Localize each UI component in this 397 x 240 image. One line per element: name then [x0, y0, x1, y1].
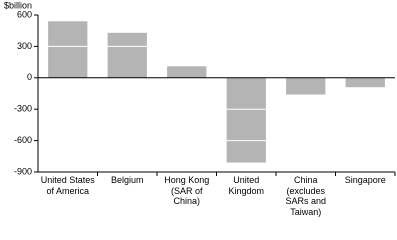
x-tick-label: Singapore	[344, 175, 386, 185]
bar	[345, 77, 385, 88]
bar	[167, 66, 207, 78]
x-tick-label: Belgium	[110, 175, 144, 185]
bar	[107, 32, 147, 78]
x-tick-label: Hong Kong (SAR of China)	[164, 175, 210, 206]
bar	[48, 21, 88, 78]
y-tick-label: -600	[14, 135, 32, 145]
x-tick-label: United Kingdom	[228, 175, 265, 196]
y-tick-label: -900	[14, 166, 32, 176]
y-axis-label: $billion	[4, 0, 32, 10]
x-tick-label: China (excludes SARs and Taiwan)	[285, 175, 327, 217]
chart-container: $billion 600 300 0 -300 -600 -900 United Stat…	[4, 0, 396, 217]
chart: $billion 600 300 0 -300 -600 -900	[4, 0, 396, 176]
y-tick-label: 300	[17, 41, 32, 51]
x-tick-label: United States of America	[40, 175, 95, 196]
y-tick-label: -300	[14, 104, 32, 114]
bar	[286, 77, 326, 95]
bar	[226, 77, 266, 163]
y-tick-label: 600	[17, 9, 32, 19]
y-tick-label: 0	[27, 72, 32, 82]
